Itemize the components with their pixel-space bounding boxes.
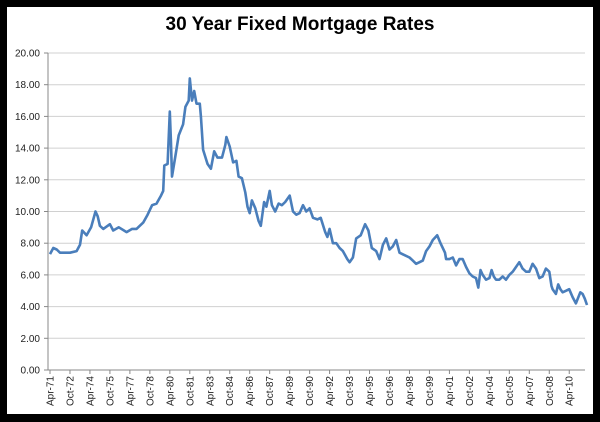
y-tick-label: 14.00 xyxy=(15,144,40,155)
chart-title: 30 Year Fixed Mortgage Rates xyxy=(165,14,435,35)
x-tick-label: Oct-90 xyxy=(305,376,316,406)
y-tick-label: 4.00 xyxy=(21,302,41,313)
x-tick-label: Apr-89 xyxy=(285,376,296,406)
y-tick-label: 12.00 xyxy=(15,175,40,186)
y-tick-label: 6.00 xyxy=(21,270,41,281)
y-tick-label: 2.00 xyxy=(21,334,41,345)
x-tick-label: Apr-01 xyxy=(445,376,456,406)
x-tick-label: Oct-87 xyxy=(265,376,276,406)
x-tick-label: Apr-71 xyxy=(46,376,57,406)
y-tick-label: 0.00 xyxy=(21,366,41,377)
x-tick-label: Apr-07 xyxy=(525,376,536,406)
x-tick-label: Oct-75 xyxy=(105,376,116,406)
x-tick-label: Oct-84 xyxy=(225,376,236,406)
x-tick-label: Oct-78 xyxy=(145,376,156,406)
x-tick-label: Apr-80 xyxy=(165,376,176,406)
x-tick-label: Oct-81 xyxy=(185,376,196,406)
x-tick-label: Apr-83 xyxy=(205,376,216,406)
y-tick-label: 16.00 xyxy=(15,112,40,123)
x-tick-label: Oct-05 xyxy=(505,376,516,406)
x-tick-label: Apr-95 xyxy=(365,376,376,406)
x-tick-label: Apr-77 xyxy=(125,376,136,406)
x-tick-label: Apr-74 xyxy=(85,376,96,406)
x-tick-label: Apr-04 xyxy=(485,376,496,406)
x-tick-label: Oct-93 xyxy=(345,376,356,406)
x-tick-label: Apr-98 xyxy=(405,376,416,406)
x-tick-label: Oct-99 xyxy=(425,376,436,406)
x-tick-label: Oct-02 xyxy=(465,376,476,406)
x-tick-label: Oct-08 xyxy=(545,376,556,406)
y-tick-label: 20.00 xyxy=(15,49,40,60)
y-tick-label: 18.00 xyxy=(15,80,40,91)
x-tick-label: Apr-86 xyxy=(245,376,256,406)
series-line xyxy=(48,77,589,306)
x-tick-label: Oct-96 xyxy=(385,376,396,406)
x-tick-label: Apr-92 xyxy=(325,376,336,406)
x-tick-label: Apr-10 xyxy=(565,376,576,406)
y-tick-label: 10.00 xyxy=(15,207,40,218)
y-tick-label: 8.00 xyxy=(21,239,41,250)
x-tick-label: Oct-72 xyxy=(65,376,76,406)
